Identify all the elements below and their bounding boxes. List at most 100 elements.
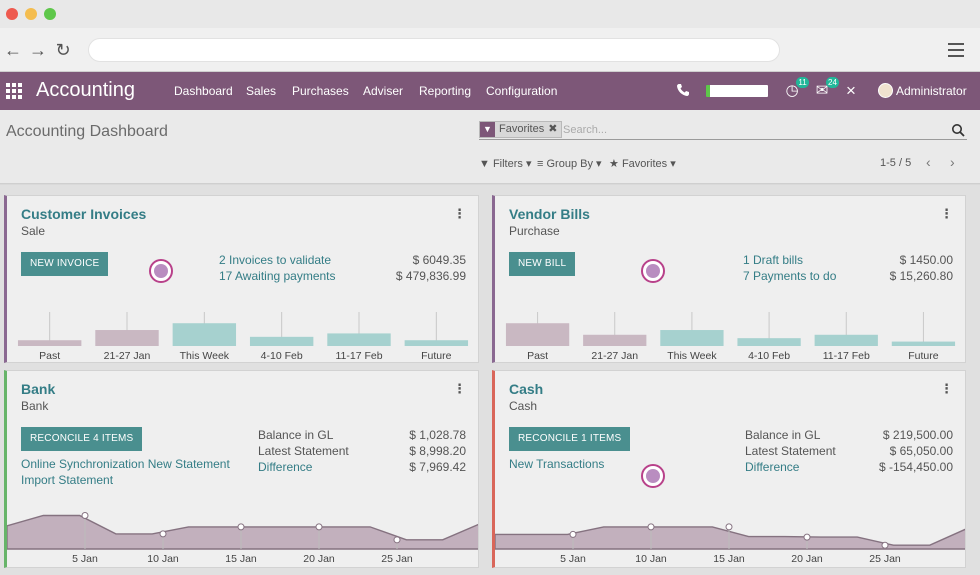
chart-bar xyxy=(249,336,314,346)
search-input[interactable] xyxy=(563,121,923,138)
kebab-icon[interactable]: ⋮ xyxy=(940,206,953,221)
journal-card-customer-invoices: Customer Invoices Sale ⋮ NEW INVOICE 2 I… xyxy=(4,195,479,363)
chart-bar xyxy=(737,338,801,346)
group-by-label: Group By xyxy=(546,158,593,170)
chat-icon[interactable]: ✉ 24 xyxy=(812,77,839,101)
favorites-dropdown[interactable]: ★ Favorites ▾ xyxy=(609,158,676,170)
chart-x-label: 11-17 Feb xyxy=(335,350,382,362)
menu-reporting[interactable]: Reporting xyxy=(419,84,472,98)
area-point xyxy=(803,533,811,541)
online-sync-link[interactable]: Online Synchronization New Statement xyxy=(21,457,230,471)
menu-sales[interactable]: Sales xyxy=(246,84,277,98)
menu-icon[interactable] xyxy=(948,43,964,57)
control-panel: Accounting Dashboard ▼ Favorites ✖ ▼ Fil… xyxy=(0,110,980,184)
search-icon[interactable] xyxy=(951,123,965,137)
area-point xyxy=(81,512,89,520)
chart-bar xyxy=(17,340,82,346)
new-invoice-button[interactable]: NEW INVOICE xyxy=(21,252,109,276)
page-title: Accounting Dashboard xyxy=(6,123,168,140)
filters-dropdown[interactable]: ▼ Filters ▾ xyxy=(479,158,532,170)
draft-bills-link[interactable]: 1 Draft bills xyxy=(743,253,804,267)
menu-purchases[interactable]: Purchases xyxy=(292,84,349,98)
phone-icon[interactable] xyxy=(676,83,690,97)
reconcile-button[interactable]: RECONCILE 1 ITEMS xyxy=(509,427,631,451)
difference-link[interactable]: Difference xyxy=(745,460,800,474)
invoices-to-validate-amount: $ 6049.35 xyxy=(412,253,466,267)
forward-icon[interactable]: → xyxy=(29,40,47,60)
dashboard-content: Customer Invoices Sale ⋮ NEW INVOICE 2 I… xyxy=(0,185,980,575)
chart-x-label: 5 Jan xyxy=(72,553,98,565)
card-title[interactable]: Cash xyxy=(509,381,544,397)
browser-toolbar: ← → ↻ xyxy=(0,28,980,72)
minimize-window-button[interactable] xyxy=(25,8,37,20)
card-title[interactable]: Customer Invoices xyxy=(21,206,147,222)
latest-statement-label: Latest Statement xyxy=(745,444,836,458)
chart-bar xyxy=(404,340,469,346)
difference-amount: $ 7,969.42 xyxy=(409,460,466,474)
latest-statement-label: Latest Statement xyxy=(258,444,349,458)
area-point xyxy=(315,523,323,531)
awaiting-payments-amount: $ 479,836.99 xyxy=(395,269,466,283)
kebab-icon[interactable]: ⋮ xyxy=(940,381,953,396)
remove-facet-icon[interactable]: ✖ xyxy=(548,123,558,135)
back-icon[interactable]: ← xyxy=(4,40,22,60)
draft-bills-amount: $ 1450.00 xyxy=(899,253,953,267)
area-series xyxy=(7,514,478,550)
journal-card-vendor-bills: Vendor Bills Purchase ⋮ NEW BILL 1 Draft… xyxy=(492,195,966,363)
chart-bar xyxy=(660,330,724,346)
kebab-icon[interactable]: ⋮ xyxy=(453,206,466,221)
highlight-marker xyxy=(641,464,665,488)
kebab-icon[interactable]: ⋮ xyxy=(453,381,466,396)
maximize-window-button[interactable] xyxy=(44,8,56,20)
awaiting-payments-link[interactable]: 17 Awaiting payments xyxy=(219,269,336,283)
list-icon: ≡ xyxy=(537,158,544,170)
user-menu[interactable]: Administrator xyxy=(896,84,967,98)
debug-icon[interactable]: × xyxy=(846,81,856,100)
card-subtitle: Purchase xyxy=(509,224,560,238)
address-bar[interactable] xyxy=(88,38,780,62)
area-point xyxy=(237,523,245,531)
menu-configuration[interactable]: Configuration xyxy=(486,84,558,98)
invoices-to-validate-link[interactable]: 2 Invoices to validate xyxy=(219,253,332,267)
chart-x-label: 20 Jan xyxy=(791,553,823,565)
chart-x-label: 11-17 Feb xyxy=(823,350,870,362)
difference-link[interactable]: Difference xyxy=(258,460,313,474)
area-point xyxy=(647,523,655,531)
reconcile-button[interactable]: RECONCILE 4 ITEMS xyxy=(21,427,143,451)
chart-bar xyxy=(95,330,159,346)
menu-dashboard[interactable]: Dashboard xyxy=(174,84,233,98)
activity-icon[interactable]: ◷ 11 xyxy=(782,77,809,101)
close-window-button[interactable] xyxy=(6,8,18,20)
invoices-bar-chart: Past 21-27 Jan This Week 4-10 Feb 11-17 Feb F… xyxy=(17,312,469,362)
area-point xyxy=(159,530,167,538)
card-title[interactable]: Vendor Bills xyxy=(509,206,590,222)
difference-amount: $ -154,450.00 xyxy=(878,460,953,474)
pager-previous-button[interactable]: ‹ xyxy=(926,154,931,170)
new-bill-button[interactable]: NEW BILL xyxy=(509,252,576,276)
search-facet: ▼ Favorites ✖ xyxy=(479,121,563,138)
apps-icon[interactable] xyxy=(6,83,22,99)
card-subtitle: Cash xyxy=(509,399,538,413)
payments-to-do-link[interactable]: 7 Payments to do xyxy=(743,269,837,283)
app-name: Accounting xyxy=(36,79,135,101)
chart-x-label: 25 Jan xyxy=(381,553,413,565)
latest-statement-amount: $ 65,050.00 xyxy=(889,444,953,458)
pager-next-button[interactable]: › xyxy=(950,154,955,170)
chart-bar xyxy=(505,323,570,346)
menu-adviser[interactable]: Adviser xyxy=(363,84,404,98)
new-transactions-link[interactable]: New Transactions xyxy=(509,457,605,471)
chart-x-label: Future xyxy=(421,350,452,362)
import-statement-link[interactable]: Import Statement xyxy=(21,473,114,487)
payments-to-do-amount: $ 15,260.80 xyxy=(889,269,953,283)
chart-bar xyxy=(583,334,647,346)
chart-x-label: 4-10 Feb xyxy=(261,350,303,362)
card-subtitle: Bank xyxy=(21,399,49,413)
group-by-dropdown[interactable]: ≡ Group By ▾ xyxy=(537,158,602,170)
reload-icon[interactable]: ↻ xyxy=(55,40,71,60)
chart-x-label: 4-10 Feb xyxy=(748,350,790,362)
balance-in-gl-amount: $ 219,500.00 xyxy=(882,428,953,442)
chart-x-label: 15 Jan xyxy=(225,553,257,565)
card-title[interactable]: Bank xyxy=(21,381,56,397)
avatar[interactable] xyxy=(878,83,893,98)
chart-x-label: 20 Jan xyxy=(303,553,335,565)
